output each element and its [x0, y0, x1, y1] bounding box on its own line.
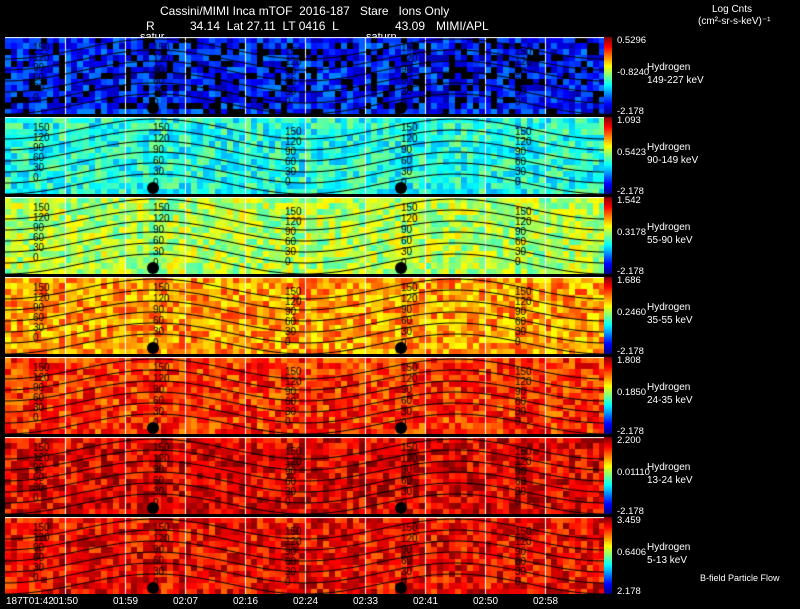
colorbar-mid-7: 0.6406 — [617, 547, 647, 558]
panel-species-2: Hydrogen — [647, 142, 691, 153]
colorbar-min-2: -2.178 — [617, 186, 644, 197]
panel-species-5: Hydrogen — [647, 382, 691, 393]
heatmap-panel-5 — [5, 357, 605, 434]
colorbar-min-4: -2.178 — [617, 346, 644, 357]
time-tick-label: 01:50 — [53, 596, 79, 607]
panel-energy-1: 149-227 keV — [647, 75, 704, 86]
panel-energy-3: 55-90 keV — [647, 235, 693, 246]
time-tick-label: 02:33 — [353, 596, 379, 607]
units-line-1: Log Cnts — [712, 4, 753, 15]
colorbar-4 — [604, 277, 612, 354]
colorbar-mid-5: 0.1850 — [617, 387, 647, 398]
colorbar-6 — [604, 437, 612, 514]
time-tick-label: 187T01:42 — [6, 596, 54, 607]
panel-species-3: Hydrogen — [647, 222, 691, 233]
time-tick-label: 02:07 — [173, 596, 199, 607]
heatmap-panel-6 — [5, 437, 605, 514]
panel-species-7: Hydrogen — [647, 542, 691, 553]
time-tick-label: 01:59 — [113, 596, 139, 607]
panel-species-4: Hydrogen — [647, 302, 691, 313]
b-field-flow-label: B-field Particle Flow — [700, 573, 780, 583]
colorbar-3 — [604, 197, 612, 274]
colorbar-min-7: 2.178 — [617, 586, 641, 597]
time-tick-label: 02:58 — [533, 596, 559, 607]
units-line-2: (cm²-sr-s-keV)⁻¹ — [698, 16, 771, 27]
colorbar-mid-2: 0.5423 — [617, 147, 647, 158]
colorbar-max-6: 2.200 — [617, 435, 641, 446]
ephemeris-l-value: 43.09 — [395, 19, 426, 33]
heatmap-panel-2 — [5, 117, 605, 194]
colorbar-min-5: -2.178 — [617, 426, 644, 437]
colorbar-max-2: 1.093 — [617, 115, 641, 126]
colorbar-max-4: 1.686 — [617, 275, 641, 286]
plot-title: Cassini/MIMI Inca mTOF 2016-187 Stare Io… — [160, 4, 450, 18]
colorbar-min-6: -2.178 — [617, 506, 644, 517]
panel-energy-7: 5-13 keV — [647, 555, 688, 566]
colorbar-5 — [604, 357, 612, 434]
colorbar-mid-4: 0.2460 — [617, 307, 647, 318]
instrument-label: MIMI/APL — [436, 19, 489, 33]
colorbar-7 — [604, 517, 612, 594]
heatmap-panel-4 — [5, 277, 605, 354]
time-tick-label: 02:24 — [293, 596, 319, 607]
colorbar-min-3: -2.178 — [617, 266, 644, 277]
colorbar-mid-1: -0.8240 — [617, 67, 650, 78]
time-tick-label: 02:41 — [413, 596, 439, 607]
heatmap-panel-7 — [5, 517, 605, 594]
colorbar-max-7: 3.459 — [617, 515, 641, 526]
colorbar-mid-6: 0.01110 — [617, 467, 650, 478]
time-tick-label: 02:50 — [473, 596, 499, 607]
heatmap-panel-3 — [5, 197, 605, 274]
colorbar-2 — [604, 117, 612, 194]
ephemeris-r-label: R — [146, 19, 155, 33]
panel-energy-2: 90-149 keV — [647, 155, 699, 166]
panel-energy-5: 24-35 keV — [647, 395, 693, 406]
colorbar-1 — [604, 37, 612, 114]
heatmap-panel-1 — [5, 37, 605, 114]
colorbar-mid-3: 0.3178 — [617, 227, 647, 238]
colorbar-min-1: -2.178 — [617, 106, 644, 117]
panel-species-1: Hydrogen — [647, 62, 691, 73]
panel-energy-6: 13-24 keV — [647, 475, 693, 486]
ephemeris-values: 34.14 Lat 27.11 LT 0416 L — [190, 19, 339, 33]
colorbar-max-5: 1.808 — [617, 355, 641, 366]
panel-energy-4: 35-55 keV — [647, 315, 693, 326]
colorbar-max-1: 0.5296 — [617, 35, 647, 46]
panel-species-6: Hydrogen — [647, 462, 691, 473]
time-tick-label: 02:16 — [233, 596, 259, 607]
colorbar-max-3: 1.542 — [617, 195, 641, 206]
